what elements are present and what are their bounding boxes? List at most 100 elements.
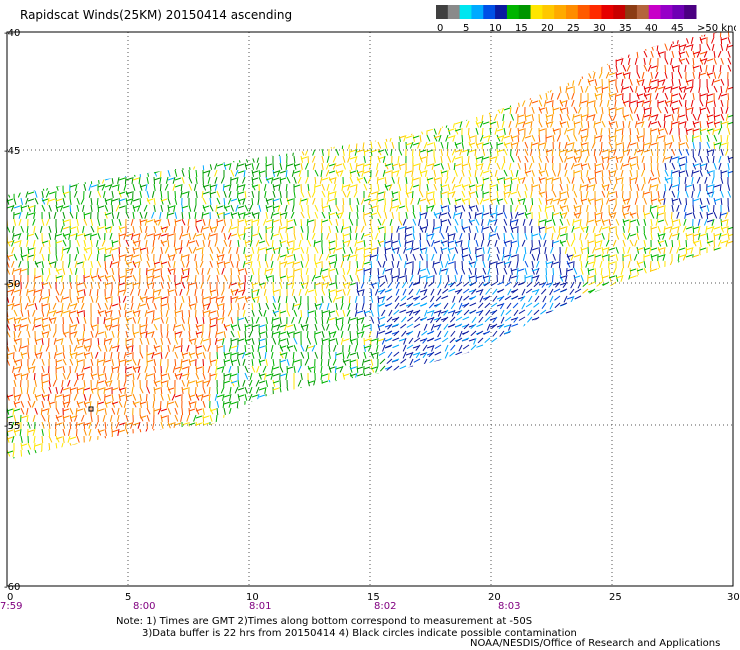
wind-vector: [90, 78, 93, 86]
wind-vector: [328, 240, 336, 244]
wind-vector: [629, 30, 634, 37]
legend-swatch: [636, 5, 650, 19]
wind-vector: [20, 86, 28, 90]
wind-vector: [221, 253, 225, 261]
wind-vector: [573, 71, 578, 79]
wind-vector: [529, 64, 533, 72]
wind-vector: [118, 205, 126, 209]
wind-vector: [342, 253, 344, 262]
wind-vector: [621, 190, 624, 199]
wind-vector: [621, 176, 624, 184]
wind-vector: [573, 204, 577, 212]
wind-vector: [75, 99, 78, 107]
wind-vector: [706, 92, 708, 101]
wind-vector: [363, 106, 366, 114]
wind-vector: [545, 71, 548, 79]
wind-vector: [468, 149, 476, 153]
wind-vector: [656, 211, 659, 219]
wind-vector: [538, 219, 546, 223]
wind-vector: [671, 64, 675, 72]
wind-vector: [342, 106, 346, 114]
wind-vector: [118, 64, 121, 72]
wind-vector: [487, 134, 491, 142]
wind-vector: [587, 148, 590, 156]
wind-vector: [258, 169, 261, 177]
wind-vector: [559, 149, 567, 153]
wind-vector: [537, 57, 540, 65]
wind-vector: [503, 37, 511, 41]
wind-vector: [125, 197, 128, 205]
wind-vector: [304, 162, 309, 170]
wind-vector: [132, 204, 136, 212]
wind-vector: [97, 85, 101, 93]
wind-vector: [335, 114, 343, 118]
wind-vector: [451, 190, 456, 198]
wind-vector: [363, 85, 367, 93]
wind-vector: [279, 135, 287, 139]
wind-vector: [258, 232, 263, 240]
wind-vector: [236, 176, 239, 184]
wind-vector: [13, 57, 18, 65]
wind-vector: [111, 30, 113, 38]
wind-vector: [209, 226, 217, 230]
wind-vector: [279, 100, 287, 104]
wind-vector: [230, 211, 234, 219]
wind-vector: [249, 57, 253, 65]
wind-vector: [342, 267, 346, 275]
wind-vector: [349, 254, 357, 258]
wind-vector: [104, 198, 112, 202]
wind-vector: [699, 107, 707, 111]
wind-vector: [251, 176, 254, 184]
wind-vector: [447, 128, 455, 132]
wind-vector: [496, 135, 504, 139]
wind-vector: [685, 36, 689, 44]
wind-vector: [640, 36, 645, 44]
wind-vector: [347, 113, 351, 121]
wind-vector: [629, 177, 637, 181]
wind-vector: [69, 176, 73, 184]
wind-vector: [202, 183, 207, 191]
wind-vector: [614, 127, 617, 135]
wind-vector: [383, 71, 386, 80]
wind-vector: [12, 134, 15, 142]
wind-vector: [447, 127, 451, 135]
wind-vector: [306, 120, 309, 129]
wind-vector: [103, 162, 106, 170]
wind-vector: [55, 44, 63, 48]
wind-vector: [489, 184, 497, 188]
wind-vector: [377, 72, 385, 76]
wind-vector: [200, 92, 204, 100]
wind-vector: [718, 232, 722, 240]
wind-vector: [528, 50, 533, 58]
wind-vector: [370, 191, 378, 195]
wind-vector: [300, 260, 304, 268]
wind-vector: [727, 64, 732, 72]
wind-vector: [496, 58, 504, 62]
wind-vector: [636, 78, 640, 86]
wind-vector: [104, 127, 106, 136]
wind-vector: [419, 99, 423, 107]
wind-vector: [243, 232, 246, 240]
wind-vector: [636, 141, 639, 149]
wind-vector: [573, 37, 581, 41]
wind-vector: [89, 43, 92, 51]
wind-vector: [699, 72, 707, 76]
wind-vector: [510, 57, 514, 65]
wind-vector: [510, 211, 513, 219]
wind-vector: [174, 246, 177, 254]
wind-vector: [601, 253, 604, 261]
wind-vector: [230, 141, 235, 149]
wind-vector: [685, 148, 690, 156]
wind-vector: [193, 162, 197, 170]
wind-vector: [481, 211, 484, 219]
wind-vector: [664, 57, 669, 65]
wind-vector: [419, 239, 422, 248]
wind-vector: [151, 30, 155, 37]
wind-vector: [25, 78, 29, 86]
wind-vector: [622, 71, 626, 79]
wind-vector: [482, 212, 490, 216]
wind-vector: [398, 183, 402, 191]
wind-vector: [612, 183, 617, 191]
wind-vector: [348, 148, 351, 157]
wind-vector: [215, 204, 218, 212]
